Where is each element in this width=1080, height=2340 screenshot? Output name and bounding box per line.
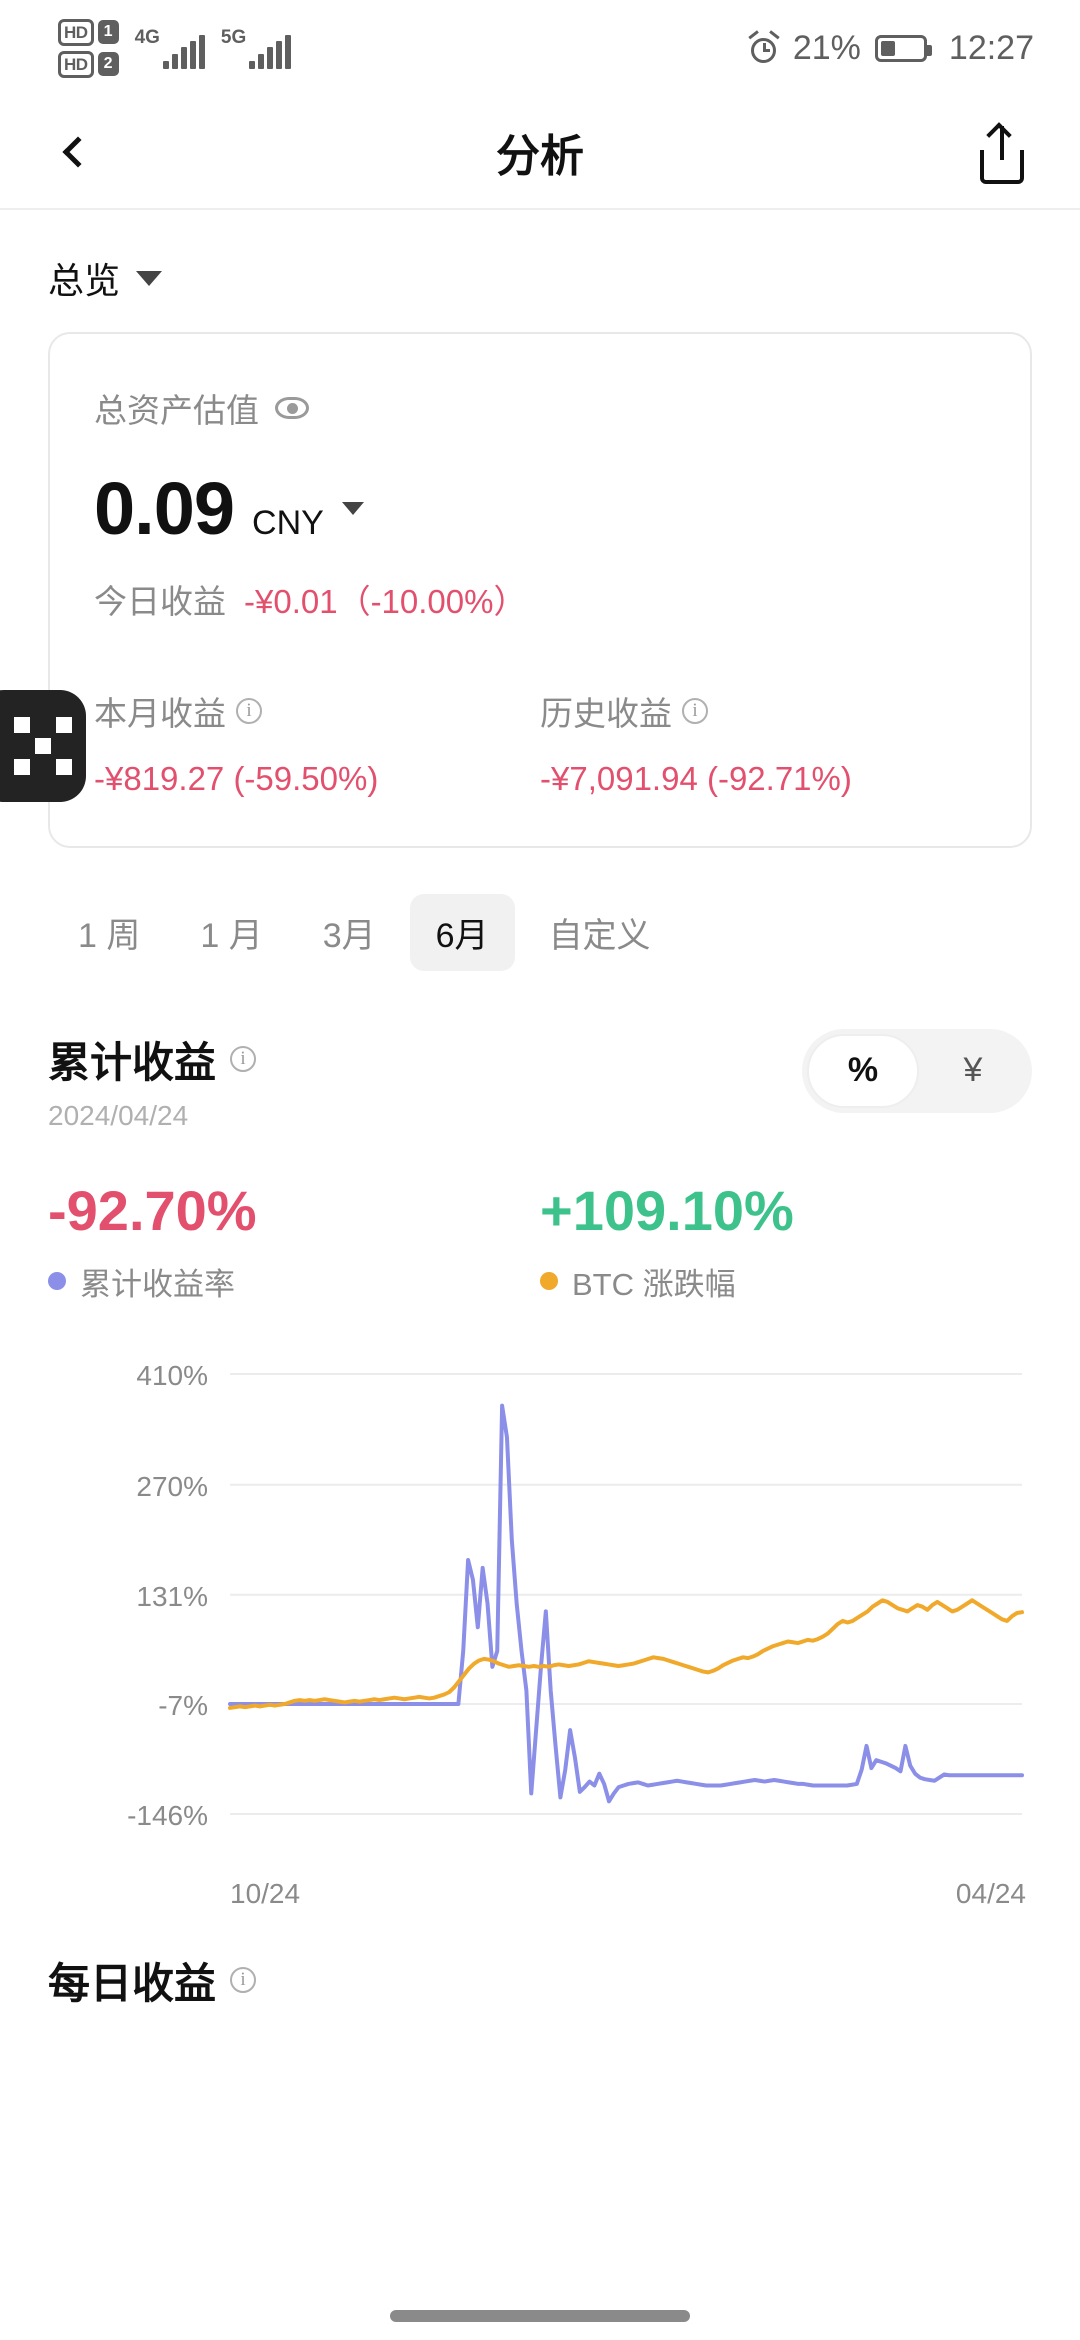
month-pnl-value: -¥819.27 (-59.50%) (94, 760, 379, 797)
signal-bars-2-icon (249, 34, 292, 69)
cumulative-title-wrap: 累计收益 i 2024/04/24 (48, 1029, 257, 1132)
history-pnl-header: 历史收益 i (540, 687, 986, 735)
battery-percent-label: 21% (792, 28, 861, 67)
y-axis-tick-label: -146% (127, 1800, 208, 1831)
back-button[interactable] (48, 122, 108, 182)
daily-pnl-title: 每日收益 (48, 1959, 217, 2007)
month-pnl-header: 本月收益 i (94, 687, 540, 735)
nav-bar: 分析 (0, 96, 1080, 208)
okx-logo-icon (14, 717, 72, 775)
currency-label: CNY (252, 504, 324, 542)
sim-2-number: 2 (97, 52, 119, 76)
total-assets-header: 总资产估值 (94, 384, 986, 432)
page-title: 分析 (496, 132, 584, 181)
chevron-left-icon (62, 136, 94, 168)
btc-change-block: +109.10% BTC 涨跌幅 (540, 1178, 1032, 1304)
eye-icon[interactable] (275, 397, 309, 419)
share-button[interactable] (972, 120, 1032, 184)
sim-1-row: HD 1 (58, 18, 119, 46)
clock-label: 12:27 (948, 28, 1034, 67)
cumulative-title: 累计收益 (48, 1038, 217, 1086)
network-4g-label: 4G (134, 26, 160, 48)
cumulative-title-row: 累计收益 i (48, 1029, 257, 1090)
battery-icon (874, 34, 932, 62)
month-pnl-label: 本月收益 (94, 695, 226, 732)
network-5g-group: 5G (220, 26, 292, 69)
home-indicator (390, 2310, 690, 2322)
range-tab-1m[interactable]: 1 月 (200, 916, 263, 955)
unit-toggle[interactable]: % ¥ (802, 1028, 1032, 1113)
signal-bars-1-icon (162, 34, 205, 69)
floating-okx-widget[interactable] (0, 690, 86, 802)
range-tab-6m[interactable]: 6月 (409, 893, 515, 971)
status-bar-left: HD 1 HD 2 4G 5G (58, 18, 292, 78)
hd-2-icon: HD (58, 50, 94, 78)
history-pnl-block: 历史收益 i -¥7,091.94 (-92.71%) (540, 687, 986, 802)
alarm-icon (748, 30, 780, 63)
network-5g-label: 5G (220, 26, 247, 48)
history-pnl-value: -¥7,091.94 (-92.71%) (540, 760, 852, 797)
btc-change-value: +109.10% (540, 1178, 794, 1242)
cumulative-header: 累计收益 i 2024/04/24 % ¥ (48, 1028, 1032, 1132)
overview-label: 总览 (48, 260, 121, 301)
unit-toggle-percent[interactable]: % (807, 1033, 919, 1108)
y-axis-tick-label: -7% (158, 1690, 208, 1721)
pnl-rate-block: -92.70% 累计收益率 (48, 1178, 540, 1304)
cumulative-values: -92.70% 累计收益率 +109.10% BTC 涨跌幅 (48, 1178, 1032, 1304)
daily-pnl-section: 每日收益 i (0, 1910, 1080, 2011)
legend-dot-btc (540, 1272, 558, 1291)
pnl-rate-legend: 累计收益率 (48, 1259, 540, 1304)
overview-selector[interactable]: 总览 (0, 210, 1080, 332)
cumulative-date: 2024/04/24 (48, 1099, 189, 1131)
chart-series-line (228, 1597, 1024, 1710)
chart-x-axis: 10/24 04/24 (48, 1870, 1032, 1910)
sim-indicators: HD 1 HD 2 (58, 18, 119, 78)
info-icon[interactable]: i (236, 698, 262, 724)
chart-series-line (228, 1403, 1024, 1803)
range-tab-custom[interactable]: 自定义 (548, 916, 651, 955)
x-axis-label-start: 10/24 (230, 1877, 301, 1909)
info-icon[interactable]: i (230, 1046, 257, 1073)
hd-1-icon: HD (58, 18, 94, 46)
pnl-rate-value: -92.70% (48, 1178, 257, 1242)
month-pnl-block: 本月收益 i -¥819.27 (-59.50%) (94, 687, 540, 802)
share-icon (980, 150, 1024, 184)
sim-2-row: HD 2 (58, 50, 119, 78)
y-axis-tick-label: 131% (136, 1580, 208, 1611)
x-axis-label-end: 04/24 (955, 1877, 1026, 1909)
cumulative-pnl-section: 累计收益 i 2024/04/24 % ¥ -92.70% 累计收益率 +109… (0, 971, 1080, 1910)
sim-1-number: 1 (97, 20, 119, 44)
pnl-stats-row: 本月收益 i -¥819.27 (-59.50%) 历史收益 i -¥7,091… (94, 687, 986, 802)
status-bar-right: 21% 12:27 (748, 28, 1034, 68)
history-pnl-label: 历史收益 (540, 695, 672, 732)
pnl-chart-svg: 410% 270% 131% -7% -146% (127, 1360, 1024, 1831)
range-tabs: 1 周 1 月 3月 6月 自定义 (0, 848, 1080, 971)
pnl-chart[interactable]: 410% 270% 131% -7% -146% (48, 1350, 1032, 1870)
unit-toggle-cny[interactable]: ¥ (963, 1051, 983, 1090)
total-assets-label: 总资产估值 (94, 392, 259, 429)
currency-chevron-down-icon[interactable] (341, 502, 364, 515)
y-axis-tick-label: 270% (136, 1470, 208, 1501)
y-axis-tick-label: 410% (136, 1360, 208, 1391)
nav-divider (0, 208, 1080, 210)
total-assets-amount: 0.09 (94, 467, 235, 550)
info-icon[interactable]: i (682, 698, 708, 724)
btc-change-legend: BTC 涨跌幅 (540, 1259, 1032, 1304)
range-tab-3m[interactable]: 3月 (322, 916, 376, 955)
info-icon[interactable]: i (230, 1967, 257, 1994)
today-pnl-label: 今日收益 (94, 583, 226, 620)
today-pnl-row: 今日收益 -¥0.01（-10.00%） (94, 575, 986, 623)
chevron-down-icon (136, 270, 163, 286)
network-4g-group: 4G (135, 28, 205, 69)
status-bar: HD 1 HD 2 4G 5G 21% (0, 0, 1080, 96)
legend-dot-pnl (48, 1272, 66, 1291)
total-assets-amount-row: 0.09 CNY (94, 466, 986, 551)
pnl-rate-legend-label: 累计收益率 (80, 1266, 235, 1302)
asset-summary-card: 总资产估值 0.09 CNY 今日收益 -¥0.01（-10.00%） 本月收益… (48, 332, 1032, 848)
btc-change-legend-label: BTC 涨跌幅 (572, 1266, 736, 1302)
range-tab-1w[interactable]: 1 周 (78, 916, 141, 955)
today-pnl-value: -¥0.01（-10.00%） (244, 583, 527, 620)
